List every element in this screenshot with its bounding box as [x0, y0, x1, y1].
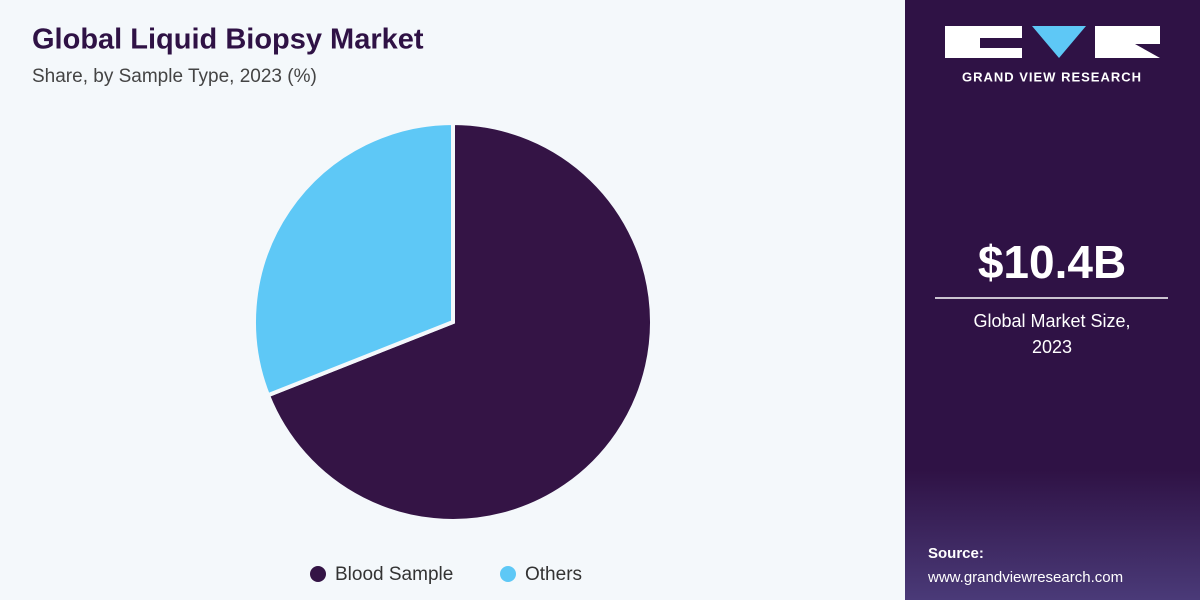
- legend-label: Blood Sample: [335, 564, 453, 585]
- legend-swatch: [310, 566, 326, 582]
- market-value: $10.4B: [978, 236, 1126, 288]
- legend-swatch: [500, 566, 516, 582]
- source-label: Source:: [928, 545, 984, 562]
- chart-subtitle: Share, by Sample Type, 2023 (%): [32, 66, 317, 87]
- source-url: www.grandviewresearch.com: [927, 569, 1123, 586]
- logo: [945, 26, 1160, 58]
- chart-title: Global Liquid Biopsy Market: [32, 24, 424, 56]
- brand-name: GRAND VIEW RESEARCH: [962, 69, 1142, 84]
- pie-slice: [252, 120, 455, 398]
- market-label: Global Market Size,: [973, 311, 1130, 331]
- logo-v: [1032, 26, 1086, 58]
- sidebar-texture: [905, 470, 1200, 600]
- market-label: 2023: [1032, 337, 1072, 357]
- pie-slice: [265, 120, 654, 523]
- legend-label: Others: [525, 564, 582, 585]
- logo-r: [1095, 26, 1160, 58]
- logo-g: [945, 26, 1022, 58]
